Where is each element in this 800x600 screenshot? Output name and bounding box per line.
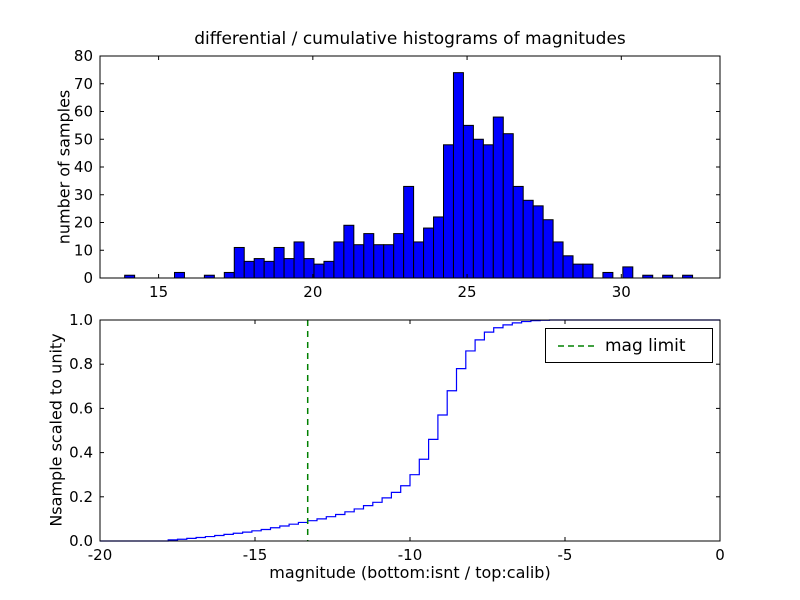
histogram-bar — [223, 271, 235, 279]
top-y-tick-label: 70 — [74, 75, 93, 93]
top-y-tick-label: 50 — [74, 130, 93, 148]
histogram-bar — [403, 185, 415, 279]
histogram-bar — [173, 271, 185, 279]
top-y-tick-label: 0 — [83, 269, 93, 287]
histogram-bar — [452, 72, 464, 279]
bottom-x-tick-label: 0 — [715, 546, 725, 564]
histogram-bar — [602, 271, 614, 279]
bottom-x-tick-label: -10 — [398, 546, 423, 564]
legend: mag limit — [545, 328, 713, 363]
histogram-bar — [462, 124, 474, 279]
histogram-bar — [233, 246, 245, 279]
histogram-bar — [622, 266, 634, 279]
bottom-y-axis-label: Nsample scaled to unity — [46, 333, 66, 527]
bottom-x-tick-label: -5 — [558, 546, 573, 564]
histogram-bar — [333, 241, 345, 279]
histogram-bar — [512, 185, 524, 279]
bottom-y-tick-label: 0.8 — [69, 355, 93, 373]
histogram-bar — [243, 260, 255, 279]
legend-label: mag limit — [605, 335, 686, 356]
top-y-tick-label: 30 — [74, 186, 93, 204]
histogram-bar — [532, 205, 544, 279]
top-y-tick-label: 40 — [74, 158, 93, 176]
histogram-bar — [323, 260, 335, 279]
cumulative-step-line — [100, 319, 720, 542]
bottom-y-tick-label: 0.0 — [69, 532, 93, 550]
histogram-bar — [393, 233, 405, 279]
top-y-tick-label: 60 — [74, 103, 93, 121]
histogram-bar — [562, 255, 574, 279]
histogram-bar — [482, 144, 494, 279]
histogram-bar — [542, 219, 554, 279]
bottom-x-tick-label: -20 — [88, 546, 113, 564]
histogram-bar — [442, 144, 454, 279]
top-x-tick-label: 15 — [149, 283, 168, 301]
bottom-y-tick-label: 0.6 — [69, 399, 93, 417]
histogram-bar — [433, 216, 444, 279]
histogram-bar — [552, 241, 564, 279]
bottom-y-tick-label: 0.2 — [69, 488, 93, 506]
top-y-tick-label: 80 — [74, 47, 93, 65]
top-y-tick-label: 10 — [74, 241, 93, 259]
histogram-bar — [283, 258, 295, 279]
histogram-bar — [313, 263, 325, 279]
histogram-bar — [572, 263, 584, 279]
histogram-bar — [263, 260, 275, 279]
bottom-x-tick-label: -15 — [243, 546, 268, 564]
histogram-bar — [343, 224, 355, 279]
histogram-bar — [353, 244, 365, 279]
bottom-y-tick-label: 1.0 — [69, 311, 93, 329]
histogram-bar — [383, 244, 395, 279]
histogram-bar — [253, 258, 265, 279]
histogram-bar — [423, 227, 435, 279]
histogram-bar — [413, 241, 425, 279]
bottom-y-tick-label: 0.4 — [69, 444, 93, 462]
histogram-bar — [273, 246, 285, 279]
chart-title: differential / cumulative histograms of … — [194, 29, 626, 49]
histogram-bar — [373, 244, 385, 279]
top-x-tick-label: 30 — [612, 283, 631, 301]
histogram-bar — [522, 199, 534, 279]
histogram-bar — [492, 116, 504, 279]
top-x-tick-label: 25 — [458, 283, 477, 301]
histogram-bar — [363, 233, 375, 279]
x-axis-label: magnitude (bottom:isnt / top:calib) — [269, 563, 551, 582]
histogram-bar — [293, 241, 305, 279]
legend-dash-sample-icon — [558, 344, 594, 347]
top-x-tick-label: 20 — [303, 283, 322, 301]
histogram-bar — [582, 263, 594, 279]
top-y-tick-label: 20 — [74, 214, 93, 232]
histogram-bar — [502, 133, 514, 279]
top-y-axis-label: number of samples — [54, 89, 74, 245]
histogram-bar — [472, 138, 484, 279]
